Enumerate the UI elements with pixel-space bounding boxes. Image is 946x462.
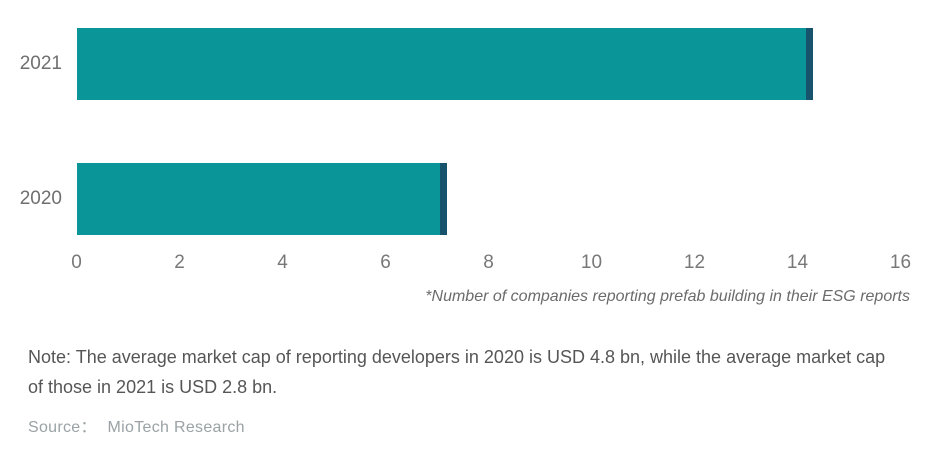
bar-end-cap: [805, 28, 813, 100]
x-axis-tick: 6: [380, 252, 391, 273]
source-name: MioTech Research: [107, 419, 245, 436]
y-axis-label: 2021: [19, 53, 62, 74]
x-axis-tick: 0: [71, 252, 82, 273]
x-axis-tick: 14: [786, 252, 809, 273]
bar-2020: [76, 163, 448, 235]
source-line: Source： MioTech Research: [28, 413, 245, 437]
bar-2021: [76, 28, 813, 100]
x-axis-tick: 2: [174, 252, 185, 273]
x-axis-tick: 8: [483, 252, 494, 273]
x-axis-tick: 16: [889, 252, 912, 273]
x-axis-tick: 12: [683, 252, 706, 273]
x-axis-tick: 4: [277, 252, 288, 273]
y-axis-label: 2020: [19, 188, 62, 209]
note-text: Note: The average market cap of reportin…: [28, 347, 886, 397]
bar-end-cap: [440, 163, 448, 235]
x-axis-tick: 10: [580, 252, 603, 273]
chart-footnote: *Number of companies reporting prefab bu…: [425, 288, 910, 305]
source-label: Source：: [28, 419, 97, 436]
